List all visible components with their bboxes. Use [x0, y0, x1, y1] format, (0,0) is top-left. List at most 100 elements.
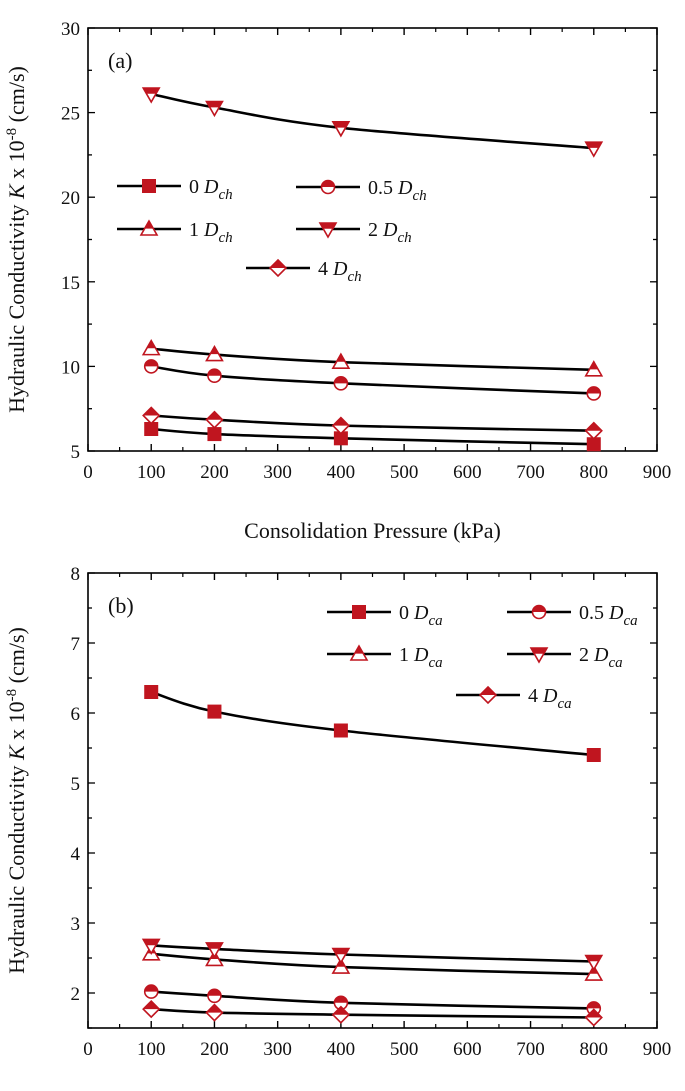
panel-label: (a) [108, 48, 132, 73]
y-axis-title: Hydraulic Conductivity K x 10-8 (cm/s) [4, 627, 29, 974]
series-line [151, 1007, 594, 1019]
legend-marker [139, 219, 159, 236]
legend-label: 0.5 Dca [579, 602, 638, 629]
data-point [142, 406, 161, 425]
series-0-5-dch [143, 359, 602, 401]
x-tick-label: 800 [580, 1039, 609, 1060]
y-tick-label: 6 [71, 704, 81, 725]
series-0-dca [144, 685, 601, 762]
legend-label: 4 Dca [528, 685, 572, 712]
legend-item: 0 Dch [117, 176, 233, 203]
data-point [207, 988, 222, 1004]
data-point [331, 352, 351, 369]
x-tick-label: 300 [263, 1039, 292, 1060]
y-tick-label: 2 [71, 984, 81, 1005]
data-point [586, 386, 602, 401]
series-0-dch [144, 422, 601, 452]
data-point [141, 938, 161, 956]
legend-marker [320, 179, 336, 195]
y-tick-label: 15 [61, 273, 80, 294]
legend-label: 0 Dch [189, 176, 233, 203]
x-tick-label: 0 [83, 1039, 93, 1060]
x-tick-label: 0 [83, 462, 93, 483]
data-point [207, 368, 222, 384]
data-point [331, 1005, 351, 1024]
y-tick-label: 5 [71, 442, 81, 463]
x-tick-label: 800 [580, 462, 609, 483]
chart-panel-a: 0 100 200 300 400 500 600 700 800 900 5 10 15 20 25 30 C… [4, 19, 671, 543]
x-tick-label: 600 [453, 462, 482, 483]
legend-label: 0.5 Dch [368, 177, 427, 204]
data-point [584, 360, 604, 377]
data-point [205, 100, 224, 118]
legend-item: 2 Dch [296, 219, 412, 246]
x-axis-title: Consolidation Pressure (kPa) [244, 518, 501, 543]
x-tick-label: 200 [200, 1039, 229, 1060]
series-0-5-dca [143, 984, 602, 1016]
series-line [150, 690, 594, 757]
data-point [144, 422, 159, 437]
data-point [331, 416, 351, 435]
series-line [151, 990, 594, 1010]
series-line [151, 347, 594, 372]
legend-marker [529, 647, 549, 664]
legend-label: 1 Dca [399, 644, 443, 671]
legend-label: 1 Dch [189, 219, 233, 246]
x-tick-label: 900 [643, 1039, 672, 1060]
legend-marker [349, 644, 369, 661]
data-point [205, 344, 224, 362]
legend-marker [268, 258, 288, 278]
data-point [333, 995, 349, 1011]
series-line [151, 365, 594, 395]
x-tick-label: 500 [390, 1039, 419, 1060]
x-tick-label: 100 [137, 462, 166, 483]
x-tick-label: 400 [327, 462, 356, 483]
legend-item: 0.5 Dca [507, 602, 638, 629]
legend-marker [478, 685, 498, 705]
data-point [143, 984, 159, 999]
x-tick-label: 200 [200, 462, 229, 483]
data-point [141, 339, 161, 356]
y-tick-label: 8 [71, 564, 81, 585]
y-tick-label: 25 [61, 104, 80, 125]
y-tick-label: 3 [71, 914, 81, 935]
data-point [143, 359, 159, 374]
series-4-dca [142, 999, 603, 1027]
x-tick-label: 700 [516, 462, 545, 483]
legend-marker [318, 222, 338, 239]
series-line [151, 944, 594, 963]
y-tick-label: 7 [71, 634, 81, 655]
data-point [584, 1008, 603, 1027]
data-point [207, 704, 222, 719]
data-point [331, 121, 351, 138]
legend-item: 4 Dca [456, 685, 572, 712]
data-point [207, 427, 222, 442]
legend: 0 Dca 0.5 Dca 1 Dca 2 Dca 4 Dca [327, 602, 638, 712]
data-point [584, 141, 604, 158]
data-point [586, 437, 601, 452]
legend-item: 1 Dch [117, 219, 233, 246]
legend-item: 0.5 Dch [296, 177, 427, 204]
data-point [205, 1003, 224, 1022]
data-point [331, 947, 351, 965]
series-2-dca [141, 938, 604, 972]
legend-marker [531, 604, 547, 620]
data-point [584, 421, 603, 440]
data-point [142, 999, 161, 1019]
data-point [141, 87, 161, 104]
series-line [151, 427, 594, 446]
legend-marker [352, 605, 366, 619]
y-tick-label: 10 [61, 357, 80, 378]
y-tick-label: 4 [71, 844, 81, 865]
legend-label: 2 Dca [579, 644, 623, 671]
y-axis-title: Hydraulic Conductivity K x 10-8 (cm/s) [4, 66, 29, 413]
legend-item: 1 Dca [327, 644, 443, 671]
y-tick-label: 5 [71, 774, 81, 795]
series-line [151, 952, 594, 976]
x-tick-label: 700 [516, 1039, 545, 1060]
data-point [584, 954, 604, 972]
series-line [150, 92, 594, 150]
series-1-dch [141, 339, 604, 377]
